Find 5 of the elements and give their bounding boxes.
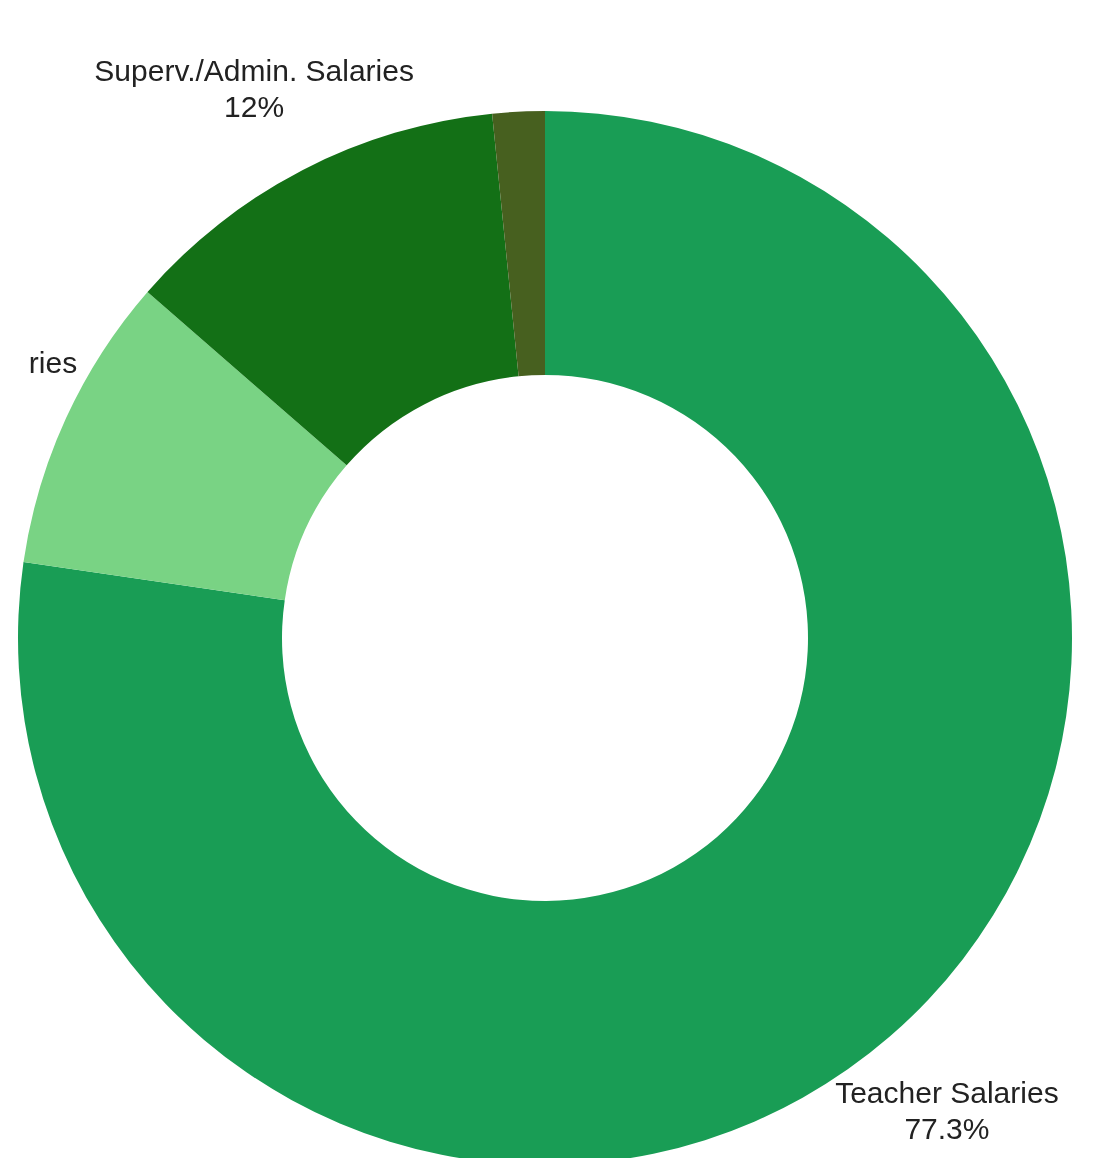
data-label: 12%: [224, 89, 285, 123]
data-label: 77.3%: [904, 1112, 990, 1146]
slice-label: Superv./Admin. Salaries: [94, 53, 414, 87]
slice-label: ries: [28, 346, 78, 380]
slice-label: Teacher Salaries: [835, 1076, 1059, 1110]
